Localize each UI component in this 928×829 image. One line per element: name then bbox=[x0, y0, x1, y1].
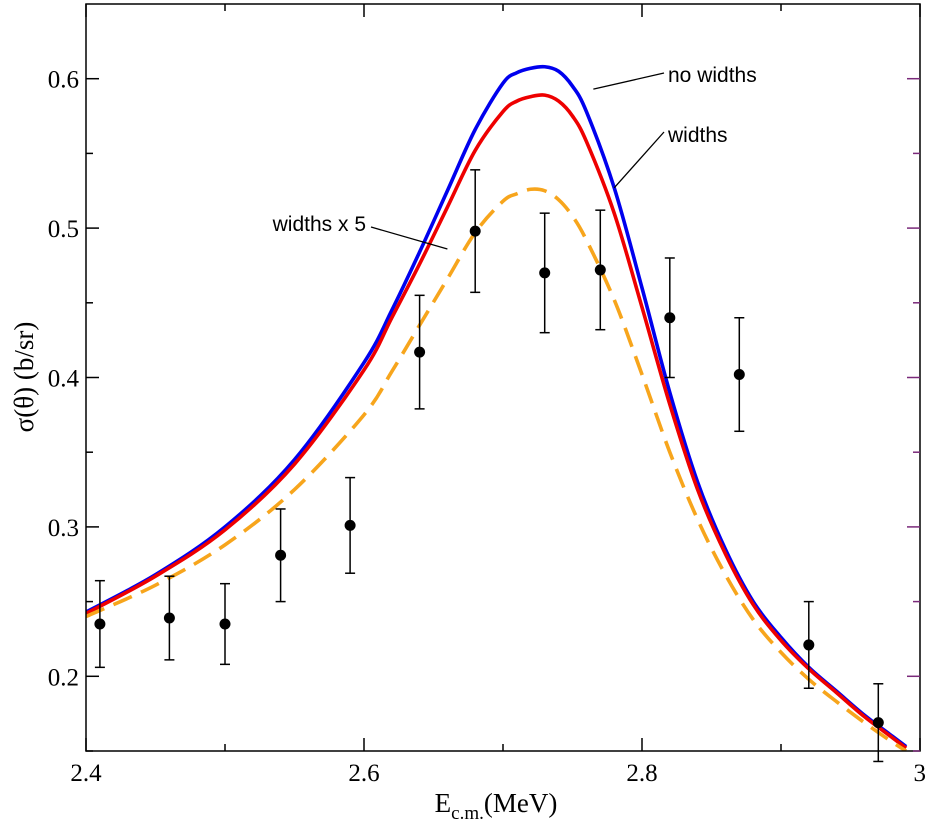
data-point bbox=[469, 225, 481, 237]
x-tick-label: 2.6 bbox=[348, 760, 379, 787]
data-point bbox=[219, 618, 231, 630]
series-line-widths bbox=[86, 93, 908, 750]
annotation-label-no-widths: no widths bbox=[668, 64, 757, 87]
annotation-leader-widths bbox=[613, 131, 665, 189]
annotation-leader-widths-x-5 bbox=[370, 226, 448, 250]
data-point bbox=[163, 612, 175, 624]
series-line-no-widths bbox=[86, 64, 908, 748]
data-points-layer bbox=[94, 169, 884, 763]
x-tick-label: 2.8 bbox=[626, 760, 657, 787]
annotation-label-widths: widths bbox=[667, 124, 728, 147]
x-axis-label-main: E bbox=[435, 788, 452, 818]
y-tick-label: 0.3 bbox=[48, 515, 79, 542]
data-point bbox=[594, 264, 606, 276]
y-tick-label: 0.5 bbox=[48, 216, 79, 243]
x-tick-label: 3 bbox=[914, 760, 927, 787]
annotation-label-widths-x-5: widths x 5 bbox=[272, 213, 366, 236]
series-layer bbox=[86, 64, 908, 751]
data-point bbox=[664, 312, 676, 324]
data-point bbox=[803, 639, 815, 651]
data-point bbox=[94, 618, 106, 630]
data-point bbox=[733, 369, 745, 381]
x-tick-label: 2.4 bbox=[70, 760, 102, 787]
y-axis-label: σ(θ) (b/sr) bbox=[9, 322, 39, 433]
y-tick-label: 0.6 bbox=[48, 67, 79, 94]
x-axis-label-sub: c.m. bbox=[451, 803, 484, 824]
x-axis-label-unit: (MeV) bbox=[484, 788, 557, 818]
x-axis-label: Ec.m.(MeV) bbox=[435, 788, 558, 824]
y-tick-label: 0.4 bbox=[48, 366, 80, 393]
data-point bbox=[414, 346, 426, 358]
data-point bbox=[344, 519, 356, 531]
annotation-layer: no widths widths widths x 5 bbox=[272, 64, 757, 250]
annotation-leader-no-widths bbox=[593, 72, 665, 90]
data-point bbox=[539, 267, 551, 279]
data-point bbox=[275, 549, 287, 561]
ticks-layer: 2.4 2.6 2.8 3 0.2 0.3 0.4 0.5 0.6 bbox=[48, 4, 926, 787]
series-line-widths-x-5 bbox=[86, 187, 908, 751]
y-tick-label: 0.2 bbox=[48, 664, 79, 691]
plot-frame bbox=[85, 3, 921, 752]
data-point bbox=[872, 717, 884, 729]
